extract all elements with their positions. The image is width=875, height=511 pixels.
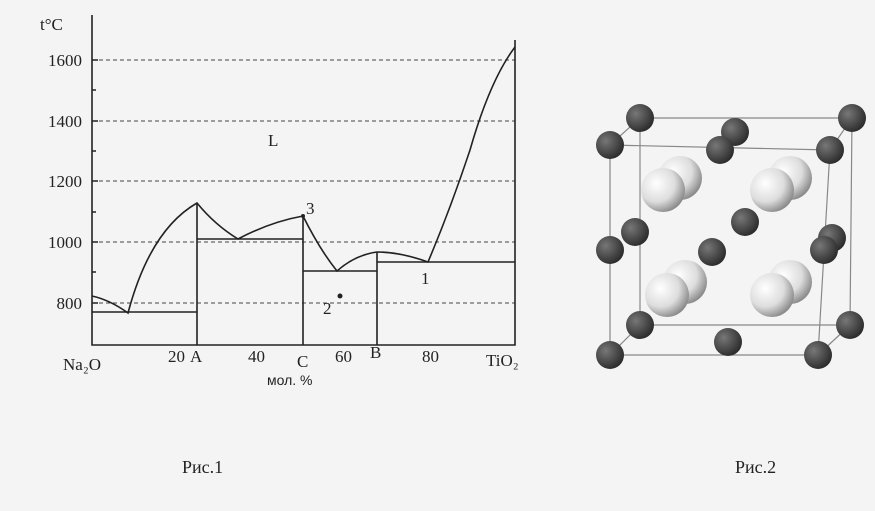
atom [706, 136, 734, 164]
x-tick-label: 20 [168, 347, 185, 366]
x-tick-label: Na₂O [63, 355, 101, 374]
point-dot [301, 214, 305, 218]
atom [836, 311, 864, 339]
background [0, 0, 875, 511]
atom [750, 168, 794, 212]
atom [731, 208, 759, 236]
atom [596, 131, 624, 159]
atom [810, 236, 838, 264]
atom [621, 218, 649, 246]
region-label: L [268, 131, 278, 150]
y-tick-label: 1200 [48, 172, 82, 191]
x-tick-label: 40 [248, 347, 265, 366]
y-axis-label: t°C [40, 15, 63, 34]
x-tick-label: C [297, 352, 308, 371]
x-tick-label: TiO₂ [486, 351, 519, 370]
atom [626, 104, 654, 132]
caption: Рис.1 [182, 457, 223, 477]
atom [714, 328, 742, 356]
x-axis-label: мол. % [267, 372, 313, 388]
page: t°C 1600 1400 1200 1000 800 Na₂O 20 A 40… [0, 0, 875, 511]
atom [804, 341, 832, 369]
x-tick-label: 80 [422, 347, 439, 366]
atom [596, 341, 624, 369]
y-tick-label: 1400 [48, 112, 82, 131]
atom [698, 238, 726, 266]
atom [750, 273, 794, 317]
atom [838, 104, 866, 132]
point-dot [338, 294, 343, 299]
y-tick-label: 1000 [48, 233, 82, 252]
point-label: 3 [306, 199, 315, 218]
atom [645, 273, 689, 317]
figure: t°C 1600 1400 1200 1000 800 Na₂O 20 A 40… [0, 0, 875, 511]
atom [626, 311, 654, 339]
x-tick-label: 60 [335, 347, 352, 366]
x-tick-label: A [190, 347, 203, 366]
y-tick-label: 800 [57, 294, 83, 313]
point-label: 2 [323, 299, 332, 318]
atom [816, 136, 844, 164]
caption: Рис.2 [735, 457, 776, 477]
atom [596, 236, 624, 264]
atom [641, 168, 685, 212]
y-tick-label: 1600 [48, 51, 82, 70]
x-tick-label: B [370, 343, 381, 362]
point-label: 1 [421, 269, 430, 288]
